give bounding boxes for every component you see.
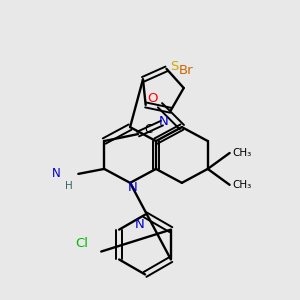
Text: Br: Br [178, 64, 193, 76]
Text: C: C [144, 123, 152, 136]
Text: O: O [148, 92, 158, 105]
Text: CH₃: CH₃ [232, 148, 251, 158]
Text: N: N [135, 218, 145, 231]
Text: H: H [64, 181, 72, 191]
Text: N: N [159, 115, 169, 128]
Text: CH₃: CH₃ [232, 180, 251, 190]
Text: Cl: Cl [75, 237, 88, 250]
Text: N: N [52, 167, 61, 180]
Text: S: S [170, 60, 178, 74]
Text: N: N [128, 181, 138, 194]
